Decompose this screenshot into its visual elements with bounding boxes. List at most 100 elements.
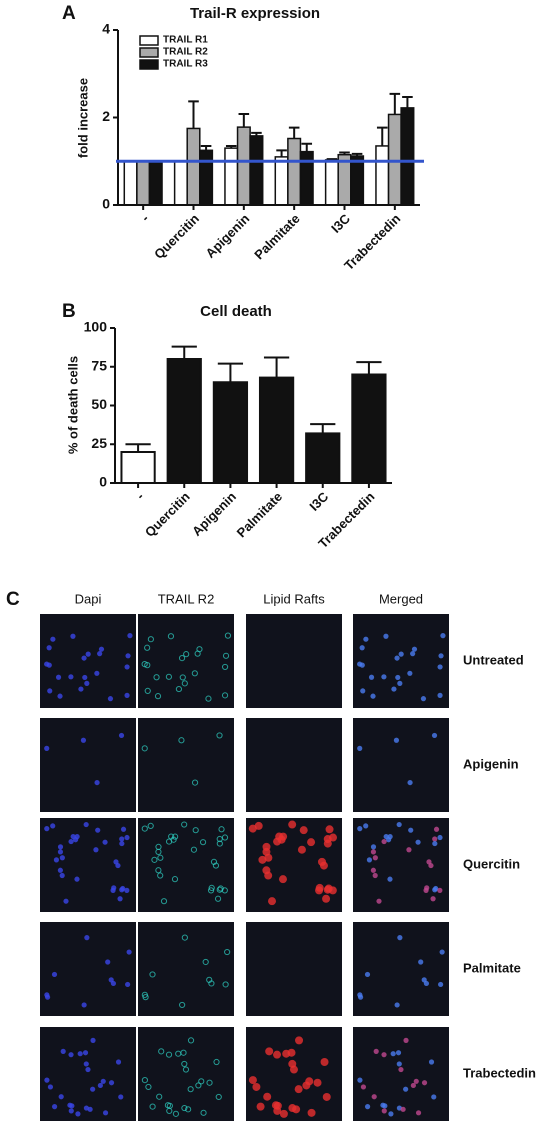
bar [212, 381, 249, 484]
cell [124, 887, 130, 893]
cell [439, 949, 445, 955]
x-tick-label: Quercitin [142, 489, 193, 540]
cell [282, 1049, 291, 1058]
panel-label: A [62, 3, 76, 24]
cell [407, 779, 413, 786]
y-tick-label: 50 [91, 396, 107, 412]
cell [315, 883, 324, 892]
cell [297, 845, 306, 854]
cell [81, 655, 87, 661]
y-tick-label: 0 [102, 196, 110, 212]
bar [274, 156, 289, 206]
x-tick-label: I3C [306, 489, 331, 514]
cell [366, 857, 373, 863]
cell [329, 833, 338, 842]
y-tick-label: 2 [102, 108, 110, 124]
bar [148, 160, 163, 206]
error-bar [225, 144, 237, 149]
error-bar [339, 151, 350, 155]
bar [166, 358, 202, 484]
cell [213, 1058, 220, 1066]
panel-label: B [62, 301, 76, 322]
error-bar [356, 361, 382, 375]
cell [370, 849, 377, 855]
error-bar [310, 423, 336, 434]
cell [118, 1094, 124, 1100]
cell [94, 670, 100, 676]
axis [117, 30, 420, 206]
cell [107, 696, 114, 702]
cell [55, 674, 62, 680]
cell [268, 897, 277, 906]
cell [381, 1108, 387, 1114]
y-tick-label: 100 [84, 319, 108, 335]
column-header: TRAIL R2 [158, 591, 215, 606]
legend-label: TRAIL R1 [163, 35, 208, 46]
cell [398, 651, 404, 657]
cell [44, 994, 51, 1000]
x-tick-label: Quercitin [151, 211, 202, 262]
cell [90, 1037, 96, 1043]
cell [147, 822, 154, 830]
cell [360, 688, 366, 694]
cell [403, 1037, 409, 1043]
cell [396, 1061, 402, 1067]
cell [360, 1084, 367, 1090]
cell [80, 737, 87, 743]
cell [125, 981, 131, 988]
cell [221, 663, 229, 671]
cell [295, 1036, 304, 1045]
cell [364, 1104, 371, 1110]
cell [57, 867, 63, 873]
cell [57, 693, 63, 699]
row-label: Untreated [463, 652, 524, 667]
error-bar [301, 142, 313, 152]
cell [165, 1051, 173, 1058]
cell [382, 1103, 388, 1109]
cell [97, 651, 103, 657]
cell [307, 1108, 316, 1117]
cell [438, 981, 444, 988]
micrograph [138, 818, 234, 912]
cell [175, 685, 183, 693]
cell [141, 745, 148, 752]
cell [307, 838, 316, 847]
cell [187, 1037, 195, 1044]
legend-label: TRAIL R2 [163, 47, 208, 58]
cell [124, 834, 130, 841]
cell [50, 823, 56, 829]
cell [254, 821, 263, 830]
bar [186, 127, 201, 206]
x-tick-label: Palmitate [251, 211, 302, 262]
cell [124, 664, 130, 670]
cell [50, 636, 56, 642]
cell [432, 840, 438, 847]
cell [403, 1086, 409, 1092]
cell [206, 976, 213, 983]
error-bar [351, 152, 363, 156]
cell [108, 1080, 115, 1086]
cell [77, 1051, 83, 1057]
cell [100, 1078, 106, 1084]
micrograph [246, 614, 342, 708]
cell [172, 1110, 180, 1117]
legend-swatch [139, 47, 159, 58]
cell [165, 673, 172, 680]
cell [199, 839, 207, 846]
cell [202, 958, 209, 966]
bar [120, 451, 156, 484]
error-bar [171, 345, 197, 359]
cell [437, 887, 443, 893]
cell [273, 1050, 282, 1059]
cell [397, 680, 403, 686]
cell [74, 834, 80, 840]
cell [115, 862, 121, 869]
cell [395, 674, 401, 681]
row-label: Palmitate [463, 960, 521, 975]
y-tick-label: 75 [91, 357, 107, 373]
cell [59, 855, 65, 861]
cell [145, 1083, 152, 1091]
micrograph [246, 922, 342, 1016]
cell [44, 745, 50, 751]
cell [178, 654, 186, 662]
